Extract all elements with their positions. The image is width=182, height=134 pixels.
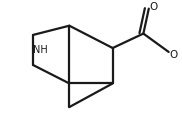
Text: O: O <box>149 2 157 12</box>
Text: O: O <box>169 50 177 60</box>
Text: NH: NH <box>33 45 48 55</box>
